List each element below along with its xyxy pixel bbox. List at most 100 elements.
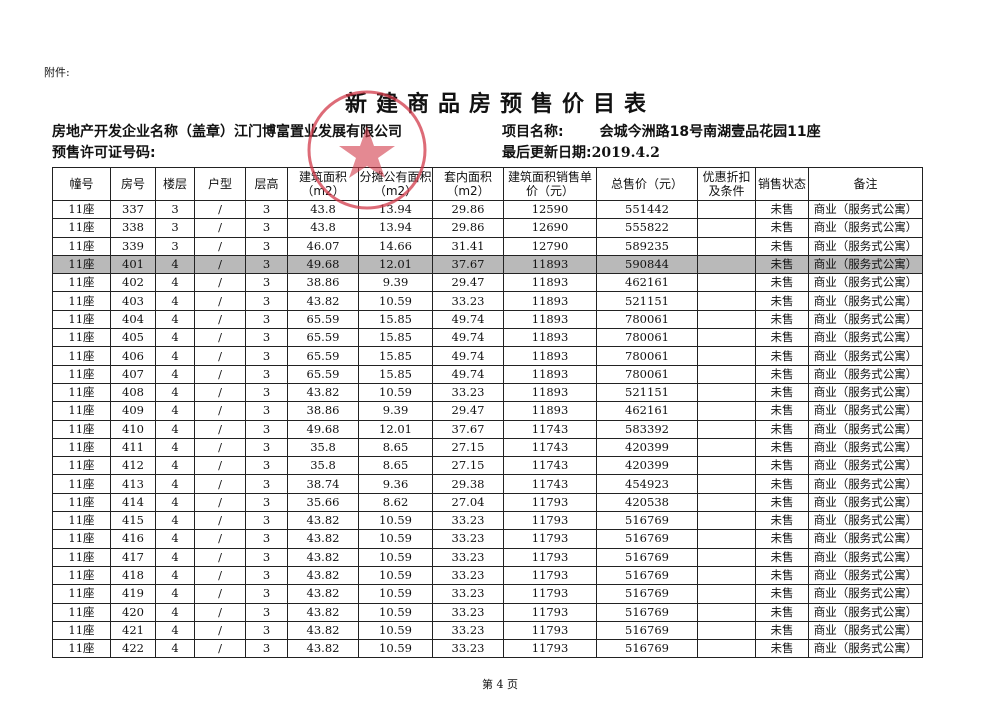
table-cell: 11座 xyxy=(52,602,111,622)
table-cell: 11743 xyxy=(503,419,597,439)
table-cell: 33.23 xyxy=(432,511,504,531)
table-cell: 11793 xyxy=(503,639,597,659)
updated-line: 最后更新日期:2019.4.2 xyxy=(502,142,660,162)
table-cell: 780061 xyxy=(596,364,698,384)
table-cell: 未售 xyxy=(755,602,809,622)
table-cell: 商业（服务式公寓） xyxy=(808,199,923,220)
table-cell: / xyxy=(194,639,246,659)
table-cell: 780061 xyxy=(596,328,698,348)
table-cell xyxy=(697,273,756,293)
table-cell: 商业（服务式公寓） xyxy=(808,328,923,348)
table-cell: 商业（服务式公寓） xyxy=(808,419,923,439)
table-cell: 521151 xyxy=(596,291,698,311)
table-cell: 516769 xyxy=(596,584,698,604)
table-cell: 11893 xyxy=(503,254,597,275)
table-cell: / xyxy=(194,273,246,293)
table-cell: 555822 xyxy=(596,218,698,238)
table-cell: 411 xyxy=(110,437,156,458)
table-cell: 商业（服务式公寓） xyxy=(808,364,923,384)
table-cell: 未售 xyxy=(755,492,809,513)
table-cell: 11893 xyxy=(503,273,597,293)
table-cell: 4 xyxy=(155,328,195,348)
table-cell: / xyxy=(194,236,246,256)
table-cell: 12690 xyxy=(503,218,597,238)
table-row: 11座 408 4/3 43.82 10.59 33.23 11893 521151 未售 商业（… xyxy=(52,382,923,403)
table-cell: 11793 xyxy=(503,511,597,531)
table-cell: 未售 xyxy=(755,236,809,256)
table-cell: 339 xyxy=(110,236,156,256)
table-cell: 43.82 xyxy=(287,565,359,586)
table-cell: 419 xyxy=(110,584,156,604)
table-cell: 43.82 xyxy=(287,639,359,659)
table-row: 11座 401 4/3 49.68 12.01 37.67 11893 590844 未售 商业（… xyxy=(52,254,923,275)
table-cell: 3 xyxy=(245,584,288,604)
table-cell: 403 xyxy=(110,291,156,311)
table-cell: / xyxy=(194,364,246,384)
table-cell xyxy=(697,437,756,458)
developer-line: 房地产开发企业名称（盖章）江门博富置业发展有限公司 xyxy=(52,121,402,141)
table-row: 11座 421 4/3 43.82 10.59 33.23 11793 516769 未售 商业（… xyxy=(52,620,923,641)
permit-label: 预售许可证号码: xyxy=(52,145,156,161)
column-header: 层高 xyxy=(245,167,288,201)
table-cell: 商业（服务式公寓） xyxy=(808,291,923,311)
table-cell: 516769 xyxy=(596,565,698,586)
table-cell: 420399 xyxy=(596,437,698,458)
table-cell: 3 xyxy=(245,328,288,348)
table-cell: 38.74 xyxy=(287,474,359,494)
column-header: 建筑面积销售单价（元） xyxy=(503,167,597,201)
table-cell: 10.59 xyxy=(358,382,433,403)
table-row: 11座 413 4/3 38.74 9.36 29.38 11743 454923 未售 商业（服… xyxy=(52,474,923,494)
table-cell: 29.38 xyxy=(432,474,504,494)
table-cell xyxy=(697,382,756,403)
table-cell: 337 xyxy=(110,199,156,220)
table-cell: 8.65 xyxy=(358,437,433,458)
price-table: 幢号 房号 楼层 户型 层高 建筑面积（m2） 分摊公有面积（m2） 套内面积（m2） 建筑面积… xyxy=(52,167,923,659)
table-cell: 420 xyxy=(110,602,156,622)
table-cell: 商业（服务式公寓） xyxy=(808,218,923,238)
table-cell: 3 xyxy=(245,382,288,403)
table-cell: 未售 xyxy=(755,474,809,494)
table-cell: 未售 xyxy=(755,419,809,439)
table-cell: 11座 xyxy=(52,620,111,641)
table-cell: 43.82 xyxy=(287,529,359,549)
table-cell: 10.59 xyxy=(358,639,433,659)
table-cell: 商业（服务式公寓） xyxy=(808,620,923,641)
table-cell: 3 xyxy=(245,474,288,494)
table-cell: 3 xyxy=(155,236,195,256)
table-cell: 414 xyxy=(110,492,156,513)
table-cell: 422 xyxy=(110,639,156,659)
table-cell: / xyxy=(194,511,246,531)
table-cell: 商业（服务式公寓） xyxy=(808,437,923,458)
table-cell: 590844 xyxy=(596,254,698,275)
column-header: 分摊公有面积（m2） xyxy=(358,167,433,201)
table-cell: 未售 xyxy=(755,328,809,348)
table-cell xyxy=(697,511,756,531)
table-cell: 未售 xyxy=(755,199,809,220)
table-cell: 15.85 xyxy=(358,346,433,366)
table-cell: 9.39 xyxy=(358,401,433,421)
table-cell: 4 xyxy=(155,529,195,549)
table-cell: 未售 xyxy=(755,364,809,384)
table-cell: 420538 xyxy=(596,492,698,513)
table-cell: 未售 xyxy=(755,456,809,476)
table-cell: / xyxy=(194,437,246,458)
updated-date: 2019.4.2 xyxy=(591,145,660,161)
table-cell xyxy=(697,474,756,494)
table-cell: 407 xyxy=(110,364,156,384)
table-cell: 516769 xyxy=(596,511,698,531)
table-cell: 12.01 xyxy=(358,254,433,275)
table-row: 11座 417 4/3 43.82 10.59 33.23 11793 516769 未售 商业（… xyxy=(52,547,923,567)
project-label: 项目名称: xyxy=(502,124,564,140)
table-header-row: 幢号 房号 楼层 户型 层高 建筑面积（m2） 分摊公有面积（m2） 套内面积（m2） 建筑面积… xyxy=(52,167,923,201)
table-cell: 11座 xyxy=(52,639,111,659)
table-cell: 11座 xyxy=(52,456,111,476)
table-cell: 4 xyxy=(155,273,195,293)
table-cell xyxy=(697,291,756,311)
table-cell xyxy=(697,309,756,330)
table-cell: 商业（服务式公寓） xyxy=(808,346,923,366)
table-row: 11座 338 3/3 43.8 13.94 29.86 12690 555822 未售 商业（服… xyxy=(52,218,923,238)
table-cell: 43.82 xyxy=(287,547,359,567)
column-header: 套内面积（m2） xyxy=(432,167,504,201)
table-cell: 商业（服务式公寓） xyxy=(808,382,923,403)
table-cell: 412 xyxy=(110,456,156,476)
